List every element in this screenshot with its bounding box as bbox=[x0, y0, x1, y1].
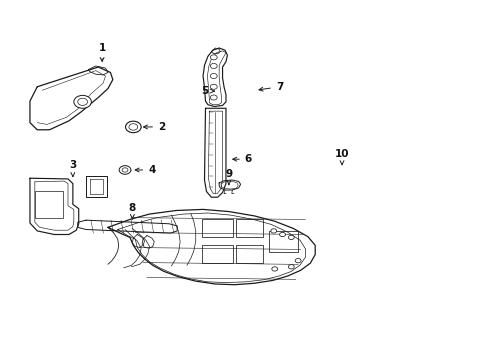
Bar bbox=[235, 244, 262, 263]
Circle shape bbox=[270, 229, 276, 233]
Circle shape bbox=[288, 265, 294, 269]
Circle shape bbox=[295, 258, 301, 263]
Circle shape bbox=[210, 84, 217, 89]
Circle shape bbox=[74, 95, 91, 108]
Text: 4: 4 bbox=[135, 165, 155, 175]
Circle shape bbox=[119, 166, 131, 174]
Circle shape bbox=[210, 95, 217, 100]
Text: 10: 10 bbox=[334, 149, 348, 165]
Text: 6: 6 bbox=[232, 154, 251, 164]
Bar bbox=[201, 244, 233, 263]
Text: 7: 7 bbox=[259, 82, 283, 92]
Circle shape bbox=[129, 124, 138, 130]
Bar bbox=[235, 220, 262, 237]
Circle shape bbox=[271, 267, 277, 271]
Circle shape bbox=[78, 98, 87, 105]
Bar bbox=[201, 220, 233, 237]
Circle shape bbox=[122, 168, 128, 172]
Circle shape bbox=[210, 55, 217, 60]
Bar bbox=[268, 231, 298, 252]
Text: 1: 1 bbox=[98, 43, 105, 61]
Text: 5: 5 bbox=[201, 86, 214, 96]
Text: 2: 2 bbox=[143, 122, 165, 132]
Text: 8: 8 bbox=[128, 203, 136, 219]
Text: 9: 9 bbox=[225, 168, 232, 184]
Text: 3: 3 bbox=[69, 160, 76, 176]
Circle shape bbox=[279, 232, 285, 237]
Bar bbox=[35, 191, 63, 218]
Circle shape bbox=[288, 235, 294, 239]
Circle shape bbox=[125, 121, 141, 133]
Circle shape bbox=[210, 73, 217, 78]
Circle shape bbox=[210, 63, 217, 68]
